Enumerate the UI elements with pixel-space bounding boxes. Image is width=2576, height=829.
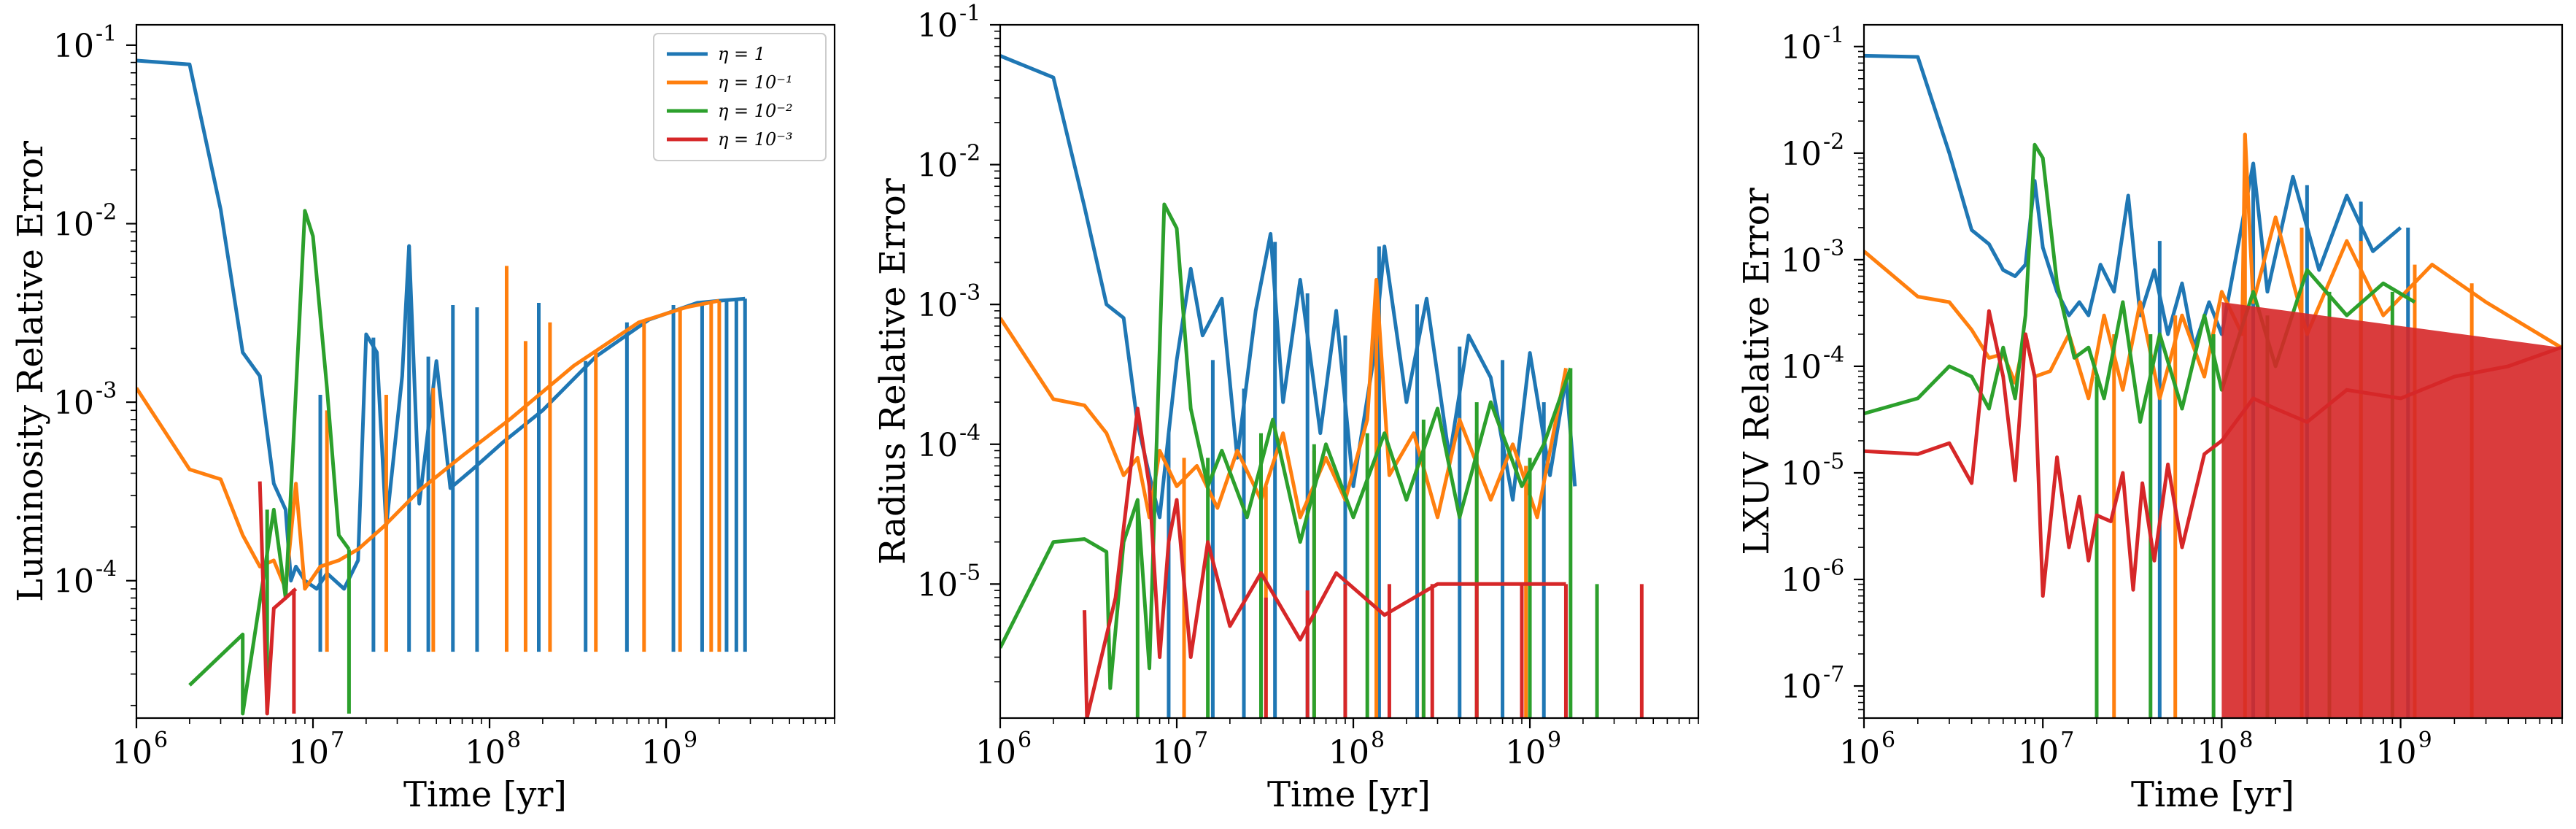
luminosity-x-tick-label: 10 xyxy=(465,734,506,771)
lxuv-x-tick-label: 10 xyxy=(2197,734,2237,771)
lxuv-y-tick-label: 10 xyxy=(1781,136,1822,173)
luminosity-x-tick-label: 10 xyxy=(112,734,152,771)
luminosity-ticks: 10 6 10 7 10 8 10 910 -410 -310 -210 -1 xyxy=(53,21,835,771)
luminosity-x-tick-label: 10 xyxy=(288,734,329,771)
lxuv-x-tick-exponent: 9 xyxy=(2418,728,2432,753)
luminosity-y-tick-label: 10 xyxy=(53,563,94,601)
luminosity-plot-area xyxy=(136,58,747,716)
luminosity-series-2-line xyxy=(136,298,720,591)
radius-series-4-line xyxy=(1083,406,1566,718)
lxuv-y-tick-exponent: -3 xyxy=(1823,236,1844,261)
luminosity-x-tick-label: 10 xyxy=(641,734,682,771)
radius-y-tick-exponent: -3 xyxy=(959,280,980,306)
luminosity-x-tick-exponent: 7 xyxy=(330,728,344,753)
lxuv-series-4-dense-band xyxy=(2221,302,2561,718)
lxuv-x-tick-exponent: 8 xyxy=(2239,728,2253,753)
radius-x-tick-exponent: 7 xyxy=(1194,728,1208,753)
radius-y-tick-exponent: -4 xyxy=(959,420,980,446)
lxuv-y-tick-label: 10 xyxy=(1781,349,1822,386)
radius-y-tick-exponent: -2 xyxy=(959,141,980,166)
luminosity-y-tick-label: 10 xyxy=(53,28,94,65)
radius-x-tick-exponent: 8 xyxy=(1371,728,1385,753)
legend-label-eta-1e-2: η = 10⁻² xyxy=(718,101,793,121)
lxuv-y-tick-exponent: -6 xyxy=(1823,555,1844,581)
legend-box xyxy=(653,33,827,161)
lxuv-y-tick-exponent: -2 xyxy=(1823,129,1844,155)
lxuv-series-4-line xyxy=(1864,309,2562,598)
lxuv-y-tick-exponent: -5 xyxy=(1823,449,1844,474)
lxuv-x-axis-label: Time [yr] xyxy=(2131,774,2294,815)
radius-x-tick-label: 10 xyxy=(975,734,1016,771)
legend-label-eta-1e-1: η = 10⁻¹ xyxy=(718,72,793,93)
radius-x-tick-label: 10 xyxy=(1152,734,1193,771)
lxuv-y-tick-exponent: -7 xyxy=(1823,662,1844,687)
lxuv-y-tick-exponent: -4 xyxy=(1823,342,1844,368)
radius-y-tick-exponent: -5 xyxy=(959,560,980,585)
lxuv-y-tick-label: 10 xyxy=(1781,242,1822,279)
radius-y-axis-label: Radius Relative Error xyxy=(873,178,913,565)
lxuv-x-tick-exponent: 6 xyxy=(1881,728,1895,753)
radius-axes-frame xyxy=(999,23,1700,720)
radius-x-axis-label: Time [yr] xyxy=(1267,774,1431,815)
luminosity-y-tick-exponent: -3 xyxy=(96,378,117,404)
radius-ticks: 10 6 10 7 10 8 10 910 -510 -410 -310 -210 -1 xyxy=(917,1,1699,771)
radius-y-tick-exponent: -1 xyxy=(959,1,980,26)
lxuv-y-axis-label: LXUV Relative Error xyxy=(1736,188,1777,555)
radius-plot-area xyxy=(1000,54,1644,718)
radius-x-tick-exponent: 9 xyxy=(1547,728,1561,753)
lxuv-series-1-line xyxy=(1864,53,2402,350)
lxuv-x-tick-label: 10 xyxy=(1839,734,1880,771)
radius-series-3-line xyxy=(1000,202,1573,690)
luminosity-y-tick-label: 10 xyxy=(53,206,94,243)
lxuv-ticks: 10 6 10 7 10 8 10 910 -710 -610 -510 -410 -310 -210 -1 xyxy=(1781,23,2563,771)
luminosity-y-tick-label: 10 xyxy=(53,385,94,422)
lxuv-y-tick-exponent: -1 xyxy=(1823,23,1844,48)
lxuv-y-tick-label: 10 xyxy=(1781,455,1822,493)
lxuv-panel: 10 6 10 7 10 8 10 910 -710 -610 -510 -410 -310 -210 -1… xyxy=(1736,23,2564,815)
radius-y-tick-label: 10 xyxy=(917,427,958,464)
lxuv-y-tick-label: 10 xyxy=(1781,668,1822,706)
luminosity-axes-frame xyxy=(135,23,836,720)
lxuv-y-tick-label: 10 xyxy=(1781,29,1822,66)
luminosity-y-axis-label: Luminosity Relative Error xyxy=(10,141,51,602)
luminosity-x-tick-exponent: 6 xyxy=(154,728,168,753)
luminosity-y-tick-exponent: -2 xyxy=(96,199,117,225)
luminosity-series-4-line xyxy=(258,481,298,716)
luminosity-x-tick-exponent: 8 xyxy=(507,728,521,753)
luminosity-panel: 10 6 10 7 10 8 10 910 -410 -310 -210 -1 Time [yr] L… xyxy=(10,21,836,815)
lxuv-x-tick-label: 10 xyxy=(2018,734,2059,771)
legend-label-eta-1: η = 1 xyxy=(718,44,765,64)
radius-panel: 10 6 10 7 10 8 10 910 -510 -410 -310 -210 -1 Time [y… xyxy=(873,1,1700,815)
legend-label-eta-1e-3: η = 10⁻³ xyxy=(718,129,793,150)
legend: η = 1 η = 10⁻¹ η = 10⁻² η = 10⁻³ xyxy=(653,33,827,161)
luminosity-x-axis-label: Time [yr] xyxy=(403,774,567,815)
radius-series-2-line xyxy=(1000,277,1568,520)
lxuv-x-tick-exponent: 7 xyxy=(2060,728,2074,753)
luminosity-y-tick-exponent: -1 xyxy=(96,21,117,47)
radius-y-tick-label: 10 xyxy=(917,147,958,185)
lxuv-plot-area xyxy=(1864,53,2562,718)
luminosity-x-tick-exponent: 9 xyxy=(684,728,697,753)
luminosity-y-tick-exponent: -4 xyxy=(96,557,117,582)
radius-y-tick-label: 10 xyxy=(917,566,958,604)
radius-x-tick-label: 10 xyxy=(1505,734,1546,771)
radius-y-tick-label: 10 xyxy=(917,7,958,45)
radius-x-tick-exponent: 6 xyxy=(1018,728,1032,753)
luminosity-series-3-line xyxy=(188,209,351,716)
radius-x-tick-label: 10 xyxy=(1328,734,1369,771)
lxuv-x-tick-label: 10 xyxy=(2376,734,2417,771)
lxuv-y-tick-label: 10 xyxy=(1781,562,1822,599)
radius-y-tick-label: 10 xyxy=(917,287,958,324)
